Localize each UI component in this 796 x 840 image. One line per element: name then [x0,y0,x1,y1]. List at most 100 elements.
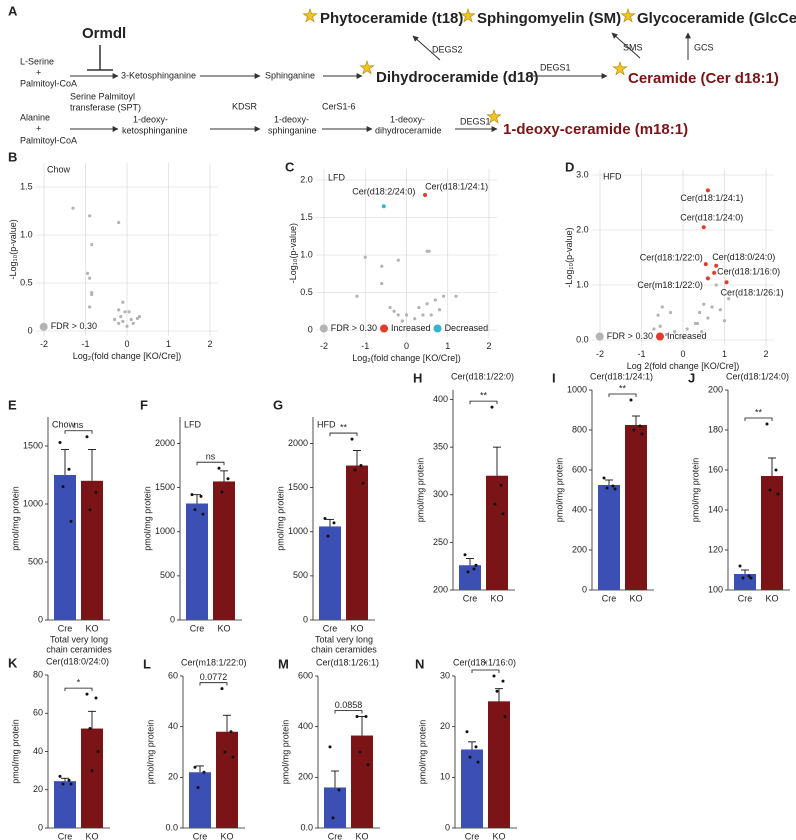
data-point [474,745,478,749]
x-axis-label: Log₂(fold change [KO/Cre]) [73,351,182,361]
y-tick-label: 10 [440,772,450,782]
significance-bracket [196,461,225,466]
significance-bracket [64,430,93,434]
panel-letter: L [143,656,151,671]
chart-title: HFD [603,171,622,181]
data-point [768,488,772,492]
x-tick-label: -1 [361,341,369,351]
point [423,193,428,197]
data-point [67,467,71,471]
data-point [323,517,327,520]
y-tick-label: 200 [433,584,448,594]
data-point [94,490,98,494]
point [396,258,400,262]
point [685,327,689,331]
point [90,243,94,247]
point-label: Cer(d18:1/24:0) [680,213,743,223]
x-axis-label: Total very long [50,634,108,644]
regulator: Ormdl [82,25,126,42]
y-axis-label: pmol/mg protein [145,720,155,785]
chart-title: Cer(d18:1/24:1) [590,371,653,381]
x-tick-label: Cre [738,593,753,603]
data-point [364,715,368,719]
point [437,308,442,312]
node: Sphinganine [265,70,315,80]
x-tick-label: KO [220,831,233,840]
node: dihydroceramide [375,125,442,135]
data-point [493,502,497,506]
y-tick-label: 0 [170,614,175,624]
x-tick-label: 0 [680,349,685,359]
data-point [747,574,751,578]
x-tick-label: -1 [637,349,645,359]
node: 1-deoxy- [133,114,168,124]
enzyme: DEGS1 [460,116,491,126]
data-point [359,464,363,468]
x-tick-label: 1 [722,349,727,359]
data-point [202,770,206,774]
enzyme: CerS1-6 [322,101,356,111]
data-point [468,755,472,759]
arrow [412,35,441,61]
substrate: Alanine [20,112,50,122]
panel-letter: N [415,656,424,671]
significance-bracket [744,417,773,421]
significance-bracket [199,682,228,686]
data-point [193,508,197,512]
x-tick-label: Cre [58,831,73,840]
point [695,321,700,326]
substrate: + [36,67,41,77]
point [701,225,706,230]
bar [598,485,620,590]
data-point [88,508,92,512]
legend-marker [595,332,604,341]
point-label: Cer(d18:2/24:0) [352,187,415,197]
panel-letter: B [8,149,17,164]
data-point [201,512,205,516]
data-point [499,483,503,487]
y-tick-label: 0.5 [20,277,33,287]
data-point [611,484,615,488]
significance-label: 0.0858 [335,700,363,710]
x-axis-label: Total very long [315,634,373,644]
y-tick-label: 500 [160,570,175,580]
y-tick-label: 20 [33,784,43,794]
x-axis-label: Log 2(fold change [KO/Cre]) [627,361,740,371]
data-point [69,782,73,786]
data-point [749,576,753,580]
panel-letter: E [8,397,17,412]
y-tick-label: 20 [440,721,450,731]
data-point [501,512,505,516]
y-tick-label: 80 [33,669,43,679]
y-tick-label: 160 [708,464,723,474]
y-tick-label: 600 [572,464,587,474]
point [658,324,662,328]
data-point [629,398,633,402]
x-tick-label: Cre [190,623,205,633]
bar [459,565,481,590]
significance-label: 0.0772 [200,672,228,682]
y-axis-label: pmol/mg protein [142,486,152,551]
x-tick-label: -2 [320,341,328,351]
y-tick-label: 1.0 [20,229,33,239]
data-point [776,492,780,496]
y-tick-label: 3.0 [576,169,589,179]
data-point [640,432,644,436]
x-tick-label: Cre [465,831,480,840]
node: ketosphinganine [122,125,188,135]
data-point [463,553,467,557]
chart-title: Cer(m18:1/22:0) [181,657,247,667]
x-tick-label: Cre [193,831,208,840]
point [442,294,446,298]
point [722,319,727,323]
y-tick-label: 200 [708,384,723,394]
chart-title: HFD [317,419,336,429]
point [127,310,131,314]
legend-marker [39,322,48,331]
point [125,324,129,328]
significance-label: ** [619,383,627,393]
panel-letter: K [8,655,18,670]
data-point [326,534,330,538]
enzyme: DEGS1 [540,62,571,72]
node: 3-Ketosphinganine [121,70,196,80]
